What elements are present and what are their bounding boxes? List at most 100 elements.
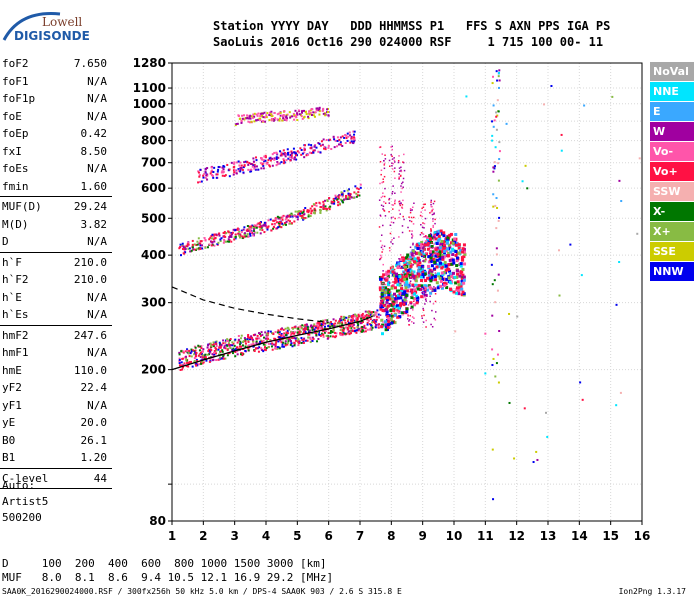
echo-point — [400, 287, 404, 291]
echo-point — [388, 297, 392, 301]
x-tick-label: 12 — [508, 529, 525, 543]
echo-point — [223, 165, 226, 168]
param-row: yF2 22.4 — [0, 379, 112, 397]
echo-point — [382, 276, 384, 278]
echo-point — [201, 247, 204, 250]
echo-point — [186, 349, 189, 352]
echo-point — [301, 117, 304, 120]
param-label: MUF(D) — [2, 200, 42, 213]
echo-point — [381, 309, 385, 313]
echo-point — [269, 218, 272, 221]
echo-point — [236, 122, 239, 125]
echo-point — [410, 253, 414, 257]
legend-entry-x-: X+ — [650, 222, 694, 241]
echo-point — [371, 326, 374, 329]
echo-point — [253, 115, 256, 118]
echo-point — [351, 314, 354, 317]
echo-point — [446, 236, 450, 240]
echo-point — [445, 277, 449, 281]
echo-point — [400, 267, 403, 270]
echo-point — [263, 231, 266, 234]
echo-point — [350, 140, 353, 143]
echo-point — [338, 202, 341, 205]
param-label: foEp — [2, 127, 29, 140]
echo-point — [303, 149, 306, 152]
echo-point — [210, 349, 213, 352]
params-separator — [0, 324, 112, 326]
echo-point — [395, 272, 399, 276]
echo-point — [325, 208, 328, 211]
echo-point — [255, 159, 258, 162]
echo-point — [309, 341, 312, 344]
echo-point — [276, 346, 279, 349]
echo-point — [319, 325, 322, 328]
echo-point — [390, 295, 394, 299]
echo-point — [280, 151, 283, 154]
echo-point — [412, 223, 415, 225]
echo-point — [411, 234, 414, 237]
echo-point — [345, 137, 348, 140]
echo-point — [253, 165, 256, 168]
echo-point — [260, 226, 263, 229]
echo-point — [336, 136, 339, 139]
echo-point — [268, 113, 271, 116]
echo-point — [298, 340, 301, 343]
echo-point — [307, 117, 310, 120]
echo-point — [449, 241, 453, 245]
echo-point — [259, 339, 262, 342]
echo-point — [249, 114, 252, 117]
echo-point — [226, 163, 229, 166]
echo-point — [278, 220, 281, 223]
echo-point — [246, 228, 249, 231]
echo-point — [465, 95, 468, 98]
echo-point — [387, 320, 391, 324]
echo-point — [312, 151, 315, 154]
echo-point — [434, 234, 437, 237]
echo-point — [254, 347, 257, 350]
echo-point — [266, 336, 269, 339]
param-value: 22.4 — [80, 381, 108, 394]
echo-point — [317, 326, 320, 329]
header-row-2: SaoLuis 2016 Oct16 290 024000 RSF 1 715 … — [213, 35, 604, 49]
echo-point — [493, 119, 496, 122]
echo-point — [424, 293, 428, 297]
echo-point — [388, 159, 391, 162]
echo-point — [193, 248, 196, 251]
echo-point — [303, 337, 306, 340]
echo-point — [219, 357, 222, 360]
echo-point — [183, 362, 186, 365]
echo-point — [244, 340, 247, 343]
echo-point — [381, 244, 384, 247]
echo-point — [402, 301, 406, 305]
echo-point — [384, 323, 388, 327]
echo-point — [355, 315, 358, 318]
echo-point — [443, 284, 447, 288]
echo-point — [190, 348, 193, 351]
param-label: yF1 — [2, 398, 22, 412]
param-label: hmF2 — [2, 328, 29, 342]
echo-point — [408, 273, 412, 277]
echo-point — [342, 332, 345, 335]
echo-point — [206, 344, 209, 347]
echo-point — [374, 326, 377, 329]
echo-point — [326, 334, 329, 337]
echo-point — [334, 322, 337, 325]
echo-point — [270, 110, 273, 113]
echo-point — [388, 197, 391, 200]
echo-point — [249, 234, 252, 237]
echo-point — [382, 205, 385, 208]
echo-point — [347, 321, 350, 324]
echo-point — [386, 304, 390, 308]
echo-point — [267, 332, 270, 335]
echo-point — [328, 197, 331, 200]
echo-point — [272, 227, 275, 230]
echo-point — [249, 229, 252, 232]
echo-point — [234, 124, 237, 127]
echo-point — [363, 314, 366, 317]
param-row: foF2 7.650 — [0, 55, 112, 73]
echo-point — [188, 247, 191, 250]
echo-point — [429, 271, 433, 275]
echo-point — [332, 318, 335, 321]
echo-point — [284, 344, 287, 347]
echo-point — [189, 352, 192, 355]
